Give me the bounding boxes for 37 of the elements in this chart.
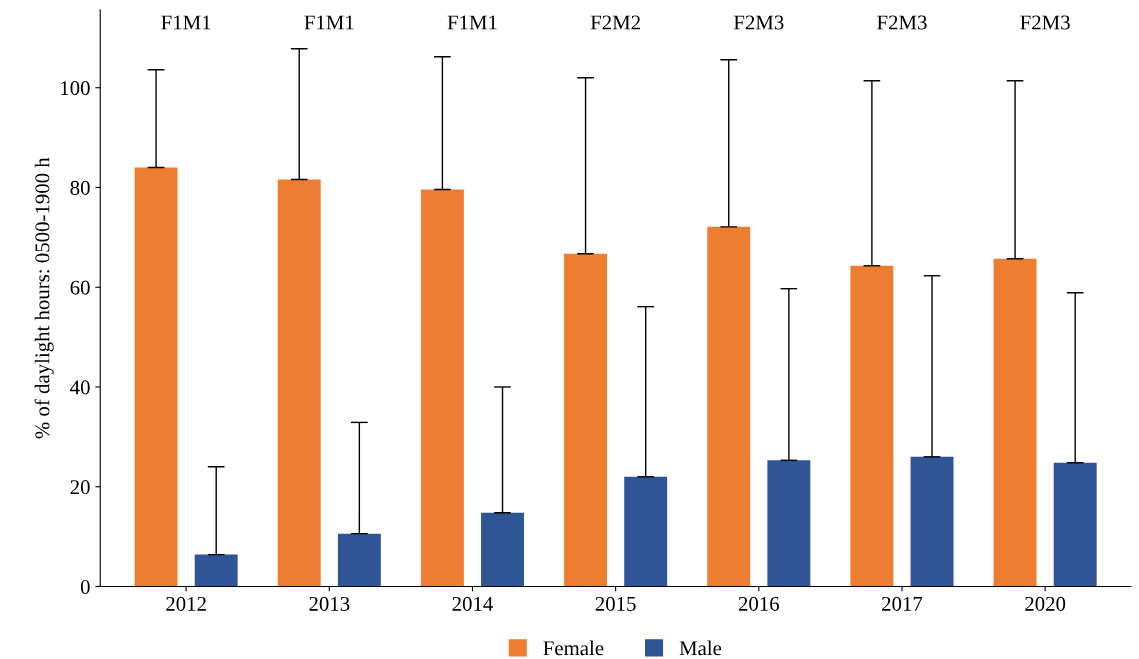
annotation: F1M1 xyxy=(304,15,354,30)
annotation: F1M1 xyxy=(447,15,497,30)
x-tick-label: 2015 xyxy=(595,596,636,611)
legend-label: Male xyxy=(679,640,722,656)
bar xyxy=(481,512,524,587)
x-tick-label: 2012 xyxy=(166,596,206,611)
x-tick-label: 2020 xyxy=(1025,596,1066,611)
bar xyxy=(1053,462,1097,587)
bar xyxy=(337,533,381,587)
bar xyxy=(564,253,608,587)
bar xyxy=(850,265,894,587)
x-tick-label: 2013 xyxy=(309,596,350,611)
bar xyxy=(624,476,668,587)
y-axis-title: % of daylight hours: 0500-1900 h xyxy=(34,157,54,439)
y-tick-label: 40 xyxy=(70,380,90,395)
y-tick-label: 0 xyxy=(80,579,90,594)
bar xyxy=(277,179,321,587)
annotation: F2M3 xyxy=(1020,15,1070,30)
bar xyxy=(420,189,464,587)
x-tick-label: 2014 xyxy=(452,596,493,611)
bar xyxy=(194,554,238,587)
y-tick-label: 100 xyxy=(61,81,90,96)
y-tick-label: 80 xyxy=(70,180,90,195)
x-tick-label: 2016 xyxy=(738,596,780,611)
bar xyxy=(134,167,178,587)
x-tick-label: 2017 xyxy=(882,596,923,611)
bar xyxy=(707,226,751,587)
legend-label: Female xyxy=(543,640,604,656)
annotation: F1M1 xyxy=(161,15,211,30)
bar xyxy=(910,456,954,587)
y-tick-label: 60 xyxy=(70,280,90,295)
bar xyxy=(767,460,811,587)
annotation: F2M3 xyxy=(877,15,927,30)
y-tick-label: 20 xyxy=(70,480,90,495)
annotation: F2M3 xyxy=(733,15,784,30)
bar xyxy=(993,258,1037,587)
annotation: F2M2 xyxy=(590,15,640,30)
